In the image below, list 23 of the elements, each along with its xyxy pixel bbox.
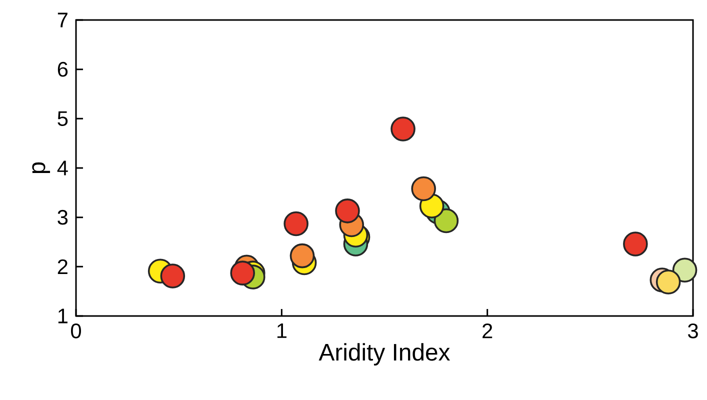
y-tick-label: 2 (58, 259, 68, 274)
point (411, 176, 436, 202)
point (434, 208, 459, 234)
y-tick-label: 6 (58, 62, 68, 77)
point (290, 243, 315, 268)
y-tick-label: 3 (58, 210, 68, 225)
point (656, 270, 681, 294)
point (284, 211, 308, 236)
x-tick-label: 0 (71, 324, 81, 338)
x-tick-label: 3 (688, 324, 698, 338)
point (390, 116, 416, 142)
y-tick-label: 4 (57, 160, 68, 176)
y-tick-label: 5 (58, 111, 68, 126)
x-tick-label: 1 (277, 324, 286, 338)
x-tick-label: 2 (482, 324, 492, 338)
y-tick-label: 7 (58, 12, 68, 28)
y-axis-title: p (32, 162, 50, 174)
x-axis-title: Aridity Index (318, 343, 450, 366)
point (623, 232, 648, 256)
point (335, 198, 360, 224)
point (160, 264, 186, 288)
point (230, 260, 255, 286)
y-tick-label: 1 (58, 308, 68, 324)
